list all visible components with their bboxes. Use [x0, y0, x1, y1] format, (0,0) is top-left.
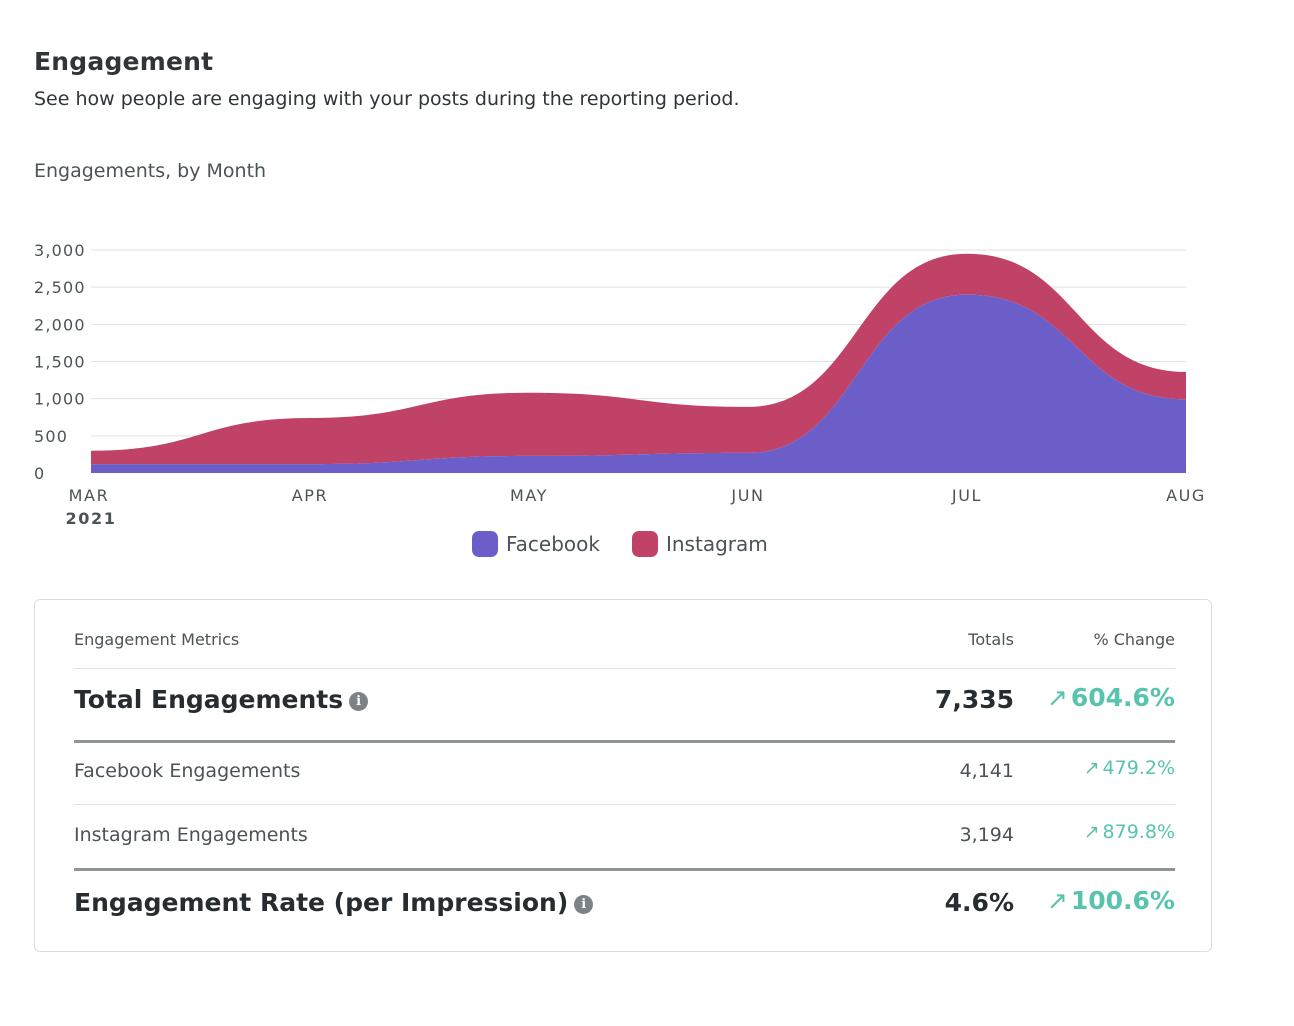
- x-tick-label: JUL: [951, 486, 982, 505]
- instagram-engagements-change-value: 879.8%: [1102, 821, 1175, 843]
- x-tick-label: JUN: [730, 486, 764, 505]
- info-icon[interactable]: i: [574, 894, 594, 914]
- header-metric: Engagement Metrics: [74, 630, 240, 649]
- legend-label-facebook: Facebook: [506, 532, 600, 556]
- header-totals: Totals: [968, 630, 1014, 649]
- total-engagements-change: ↗ 604.6%: [1047, 683, 1175, 712]
- y-tick-label: 1,500: [34, 353, 86, 372]
- legend-item-instagram[interactable]: Instagram: [631, 531, 768, 557]
- trend-up-icon: ↗: [1046, 683, 1068, 712]
- facebook-engagements-value: 4,141: [959, 760, 1014, 782]
- x-year-label: 2021: [66, 509, 117, 528]
- engagement-rate-change-value: 100.6%: [1070, 886, 1175, 915]
- total-engagements-change-value: 604.6%: [1070, 683, 1175, 712]
- chart-title: Engagements, by Month: [34, 160, 267, 182]
- x-axis-ticks: MAR APR MAY JUN JUL AUG 2021: [66, 486, 1206, 528]
- facebook-engagements-label: Facebook Engagements: [74, 760, 301, 782]
- area-series-instagram[interactable]: [91, 253, 1186, 465]
- trend-up-icon: ↗: [1083, 821, 1100, 843]
- section-subtitle: See how people are engaging with your po…: [34, 88, 740, 110]
- y-tick-label: 0: [34, 464, 45, 483]
- table-row-total-engagements: Total Engagements i 7,335 ↗ 604.6%: [74, 668, 1175, 743]
- engagement-rate-change: ↗ 100.6%: [1047, 886, 1175, 915]
- total-engagements-text: Total Engagements: [74, 685, 344, 714]
- y-axis-ticks: 0 500 1,000 1,500 2,000 2,500 3,000: [34, 241, 86, 483]
- x-tick-label: MAY: [510, 486, 548, 505]
- total-engagements-value: 7,335: [934, 685, 1014, 714]
- chart-areas: [91, 253, 1186, 473]
- legend-swatch-facebook: [472, 531, 498, 557]
- engagement-rate-label: Engagement Rate (per Impression) i: [74, 888, 594, 917]
- info-icon[interactable]: i: [349, 691, 369, 711]
- table-header-row: Engagement Metrics Totals % Change: [74, 628, 1175, 669]
- table-row-instagram-engagements: Instagram Engagements 3,194 ↗ 879.8%: [74, 804, 1175, 871]
- instagram-engagements-change: ↗ 879.8%: [1084, 821, 1175, 843]
- engagement-metrics-table: Engagement Metrics Totals % Change Total…: [34, 599, 1212, 952]
- y-tick-label: 2,500: [34, 278, 86, 297]
- legend-swatch-instagram: [631, 531, 658, 557]
- x-tick-label: MAR: [69, 486, 110, 505]
- trend-up-icon: ↗: [1046, 886, 1068, 915]
- engagement-rate-value: 4.6%: [944, 888, 1014, 917]
- x-tick-label: APR: [292, 486, 329, 505]
- x-tick-label: AUG: [1166, 486, 1206, 505]
- instagram-engagements-value: 3,194: [959, 824, 1014, 846]
- total-engagements-label: Total Engagements i: [74, 685, 369, 714]
- facebook-engagements-change-value: 479.2%: [1102, 757, 1175, 779]
- chart-legend: Facebook Instagram: [472, 531, 800, 557]
- engagement-area-chart: 0 500 1,000 1,500 2,000 2,500 3,000 MAR APR MAY J…: [34, 241, 1206, 528]
- y-tick-label: 500: [34, 427, 68, 446]
- instagram-engagements-label: Instagram Engagements: [74, 824, 308, 846]
- area-series-facebook[interactable]: [91, 294, 1186, 473]
- trend-up-icon: ↗: [1083, 757, 1100, 779]
- header-change: % Change: [1093, 630, 1175, 649]
- section-title: Engagement: [34, 47, 214, 76]
- legend-label-instagram: Instagram: [665, 532, 768, 556]
- legend-item-facebook[interactable]: Facebook: [472, 531, 600, 557]
- y-tick-label: 2,000: [34, 315, 86, 334]
- table-row-facebook-engagements: Facebook Engagements 4,141 ↗ 479.2%: [74, 740, 1175, 805]
- y-tick-label: 1,000: [34, 390, 86, 409]
- table-row-engagement-rate: Engagement Rate (per Impression) i 4.6% ↗…: [74, 868, 1175, 938]
- engagement-rate-text: Engagement Rate (per Impression): [74, 888, 569, 917]
- y-tick-label: 3,000: [34, 241, 86, 260]
- facebook-engagements-change: ↗ 479.2%: [1084, 757, 1175, 779]
